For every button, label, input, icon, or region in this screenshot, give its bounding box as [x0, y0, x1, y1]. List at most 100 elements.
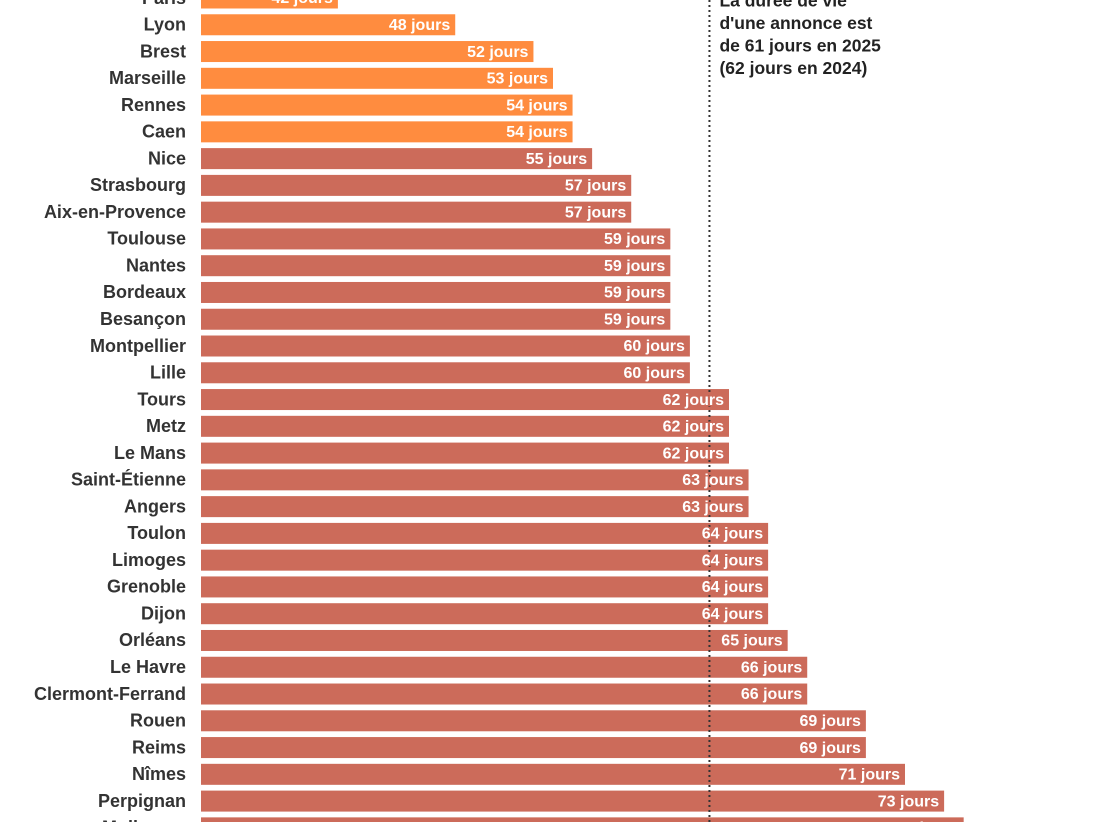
bar: [201, 121, 573, 143]
value-label: 63 jours: [682, 472, 743, 489]
bar: [201, 817, 964, 822]
bar: [201, 174, 632, 196]
bar: [201, 629, 788, 651]
value-label: 60 jours: [624, 365, 685, 382]
category-label: Le Mans: [114, 443, 186, 463]
category-label: Reims: [132, 737, 186, 757]
value-label: 63 jours: [682, 499, 743, 516]
category-label: Montpellier: [90, 336, 186, 356]
annotation-line: La durée de vie: [719, 0, 847, 11]
value-label: 62 jours: [663, 445, 724, 462]
bar: [201, 737, 866, 759]
category-label: Rennes: [121, 95, 186, 115]
value-label: 59 jours: [604, 311, 665, 328]
category-label: Limoges: [112, 550, 186, 570]
bar: [201, 683, 808, 705]
category-label: Clermont-Ferrand: [34, 684, 186, 704]
value-label: 64 jours: [702, 579, 763, 596]
value-label: 64 jours: [702, 526, 763, 543]
bars: [201, 0, 964, 822]
category-label: Strasbourg: [90, 175, 186, 195]
category-label: Grenoble: [107, 577, 186, 597]
value-label: 52 jours: [467, 44, 528, 61]
category-label: Paris: [142, 0, 186, 8]
bar: [201, 362, 690, 384]
value-label: 60 jours: [624, 338, 685, 355]
bar: [201, 415, 729, 437]
bar: [201, 496, 749, 518]
bar: [201, 67, 553, 89]
value-label: 48 jours: [389, 17, 450, 34]
bar: [201, 308, 671, 330]
value-label: 69 jours: [800, 713, 861, 730]
bar: [201, 603, 769, 625]
value-label: 42 jours: [272, 0, 333, 7]
category-label: Metz: [146, 416, 186, 436]
value-label: 66 jours: [741, 659, 802, 676]
category-label: Bordeaux: [103, 282, 186, 302]
value-label: 62 jours: [663, 419, 724, 436]
annotation-line: de 61 jours en 2025: [719, 36, 881, 56]
annotation-line: d'une annonce est: [719, 13, 872, 33]
category-label: Caen: [142, 122, 186, 142]
category-label: Marseille: [109, 68, 186, 88]
category-label: Perpignan: [98, 791, 186, 811]
category-label: Dijon: [141, 603, 186, 623]
bar: [201, 41, 534, 63]
value-label: 55 jours: [526, 151, 587, 168]
category-label: Angers: [124, 496, 186, 516]
value-label: 62 jours: [663, 392, 724, 409]
value-label: 54 jours: [506, 97, 567, 114]
category-label: Rouen: [130, 711, 186, 731]
category-label: Lyon: [144, 15, 186, 35]
bar: [201, 710, 866, 732]
bar: [201, 522, 769, 544]
value-label: 65 jours: [721, 633, 782, 650]
bar: [201, 656, 808, 678]
value-label: 57 jours: [565, 178, 626, 195]
category-label: Besançon: [100, 309, 186, 329]
bar: [201, 389, 729, 411]
category-label: Tours: [137, 389, 186, 409]
bar: [201, 281, 671, 303]
bar: [201, 549, 769, 571]
category-label: Aix-en-Provence: [44, 202, 186, 222]
value-label: 66 jours: [741, 686, 802, 703]
value-label: 59 jours: [604, 258, 665, 275]
category-label: Lille: [150, 363, 186, 383]
category-label: Nice: [148, 148, 186, 168]
bar: [201, 576, 769, 598]
value-label: 54 jours: [506, 124, 567, 141]
bar: [201, 790, 945, 812]
bar: [201, 335, 690, 357]
bar: [201, 14, 456, 36]
bar: [201, 148, 593, 170]
bar: [201, 94, 573, 116]
value-label: 73 jours: [878, 793, 939, 810]
value-label: 74 jours: [897, 820, 958, 822]
value-label: 53 jours: [487, 71, 548, 88]
value-label: 57 jours: [565, 204, 626, 221]
category-label: Toulon: [127, 523, 186, 543]
value-label: 59 jours: [604, 231, 665, 248]
value-label: 69 jours: [800, 740, 861, 757]
bar: [201, 255, 671, 277]
category-label: Nantes: [126, 255, 186, 275]
category-label: Brest: [140, 41, 186, 61]
value-label: 71 jours: [839, 767, 900, 784]
category-label: Le Havre: [110, 657, 186, 677]
category-label: Orléans: [119, 630, 186, 650]
category-label: Mulhouse: [102, 818, 186, 822]
bar: [201, 469, 749, 491]
category-label: Saint-Étienne: [71, 469, 186, 490]
value-label: 64 jours: [702, 606, 763, 623]
category-label: Toulouse: [107, 229, 186, 249]
bar: [201, 201, 632, 223]
bar: [201, 442, 729, 464]
value-label: 59 jours: [604, 285, 665, 302]
bar: [201, 228, 671, 250]
bar: [201, 763, 905, 785]
bar: [201, 0, 338, 9]
